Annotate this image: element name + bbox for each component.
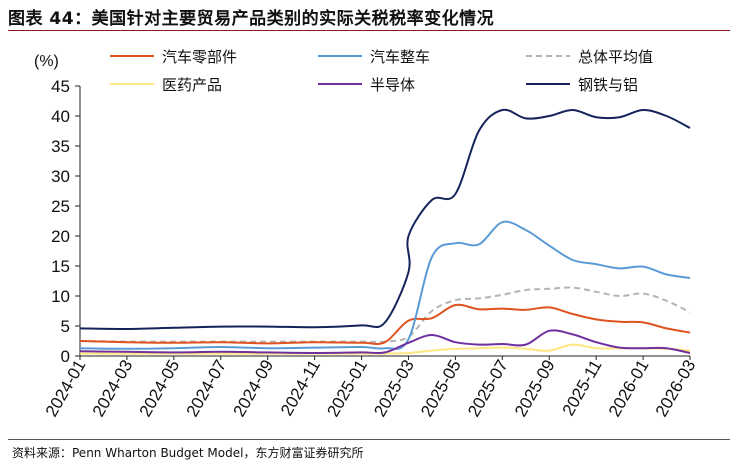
series-line-5	[79, 329, 691, 355]
y-tick-label: 40	[51, 107, 70, 126]
legend-label-5: 钢铁与铝	[578, 76, 638, 94]
source-divider	[8, 439, 730, 440]
chart-series-lines	[79, 108, 691, 355]
chart-title: 图表 44：美国针对主要贸易产品类别的实际关税税率变化情况	[8, 9, 495, 29]
y-tick-label: 10	[51, 287, 70, 306]
series-line-2	[79, 286, 691, 343]
y-tick-label: 45	[51, 77, 70, 96]
y-unit-label: (%)	[34, 53, 59, 70]
x-tick-label: 2025-07	[464, 357, 512, 421]
x-tick-label: 2024-05	[136, 357, 184, 421]
x-tick-label: 2024-11	[277, 357, 324, 419]
x-tick-label: 2026-01	[605, 357, 653, 421]
legend-label-3: 医药产品	[162, 76, 222, 94]
x-tick-label: 2024-03	[89, 357, 137, 421]
x-tick-label: 2024-01	[42, 357, 90, 421]
y-tick-label: 5	[61, 317, 70, 336]
series-line-4	[80, 343, 691, 355]
legend-label-4: 半导体	[370, 76, 415, 94]
series-line-1	[79, 220, 691, 350]
y-tick-label: 15	[51, 257, 70, 276]
y-tick-label: 35	[51, 137, 70, 156]
x-tick-label: 2026-03	[652, 357, 700, 421]
legend-label-0: 汽车零部件	[162, 48, 237, 66]
title-divider	[8, 30, 730, 31]
x-tick-label: 2025-03	[370, 357, 418, 421]
series-line-3	[79, 108, 691, 331]
source-note: 资料来源：Penn Wharton Budget Model，东方财富证券研究所	[12, 446, 364, 460]
legend-label-2: 总体平均值	[578, 48, 653, 66]
x-tick-label: 2024-07	[183, 357, 231, 421]
x-tick-label: 2025-11	[559, 357, 606, 419]
x-tick-label: 2025-05	[417, 357, 465, 421]
y-tick-label: 25	[51, 197, 70, 216]
x-tick-label: 2024-09	[230, 357, 278, 421]
series-line-0	[79, 303, 691, 346]
x-tick-label: 2025-09	[511, 357, 559, 421]
x-tick-label: 2025-01	[323, 357, 371, 421]
y-tick-label: 20	[51, 227, 70, 246]
y-tick-label: 0	[61, 347, 70, 366]
legend-label-1: 汽车整车	[370, 48, 430, 66]
y-tick-label: 30	[51, 167, 70, 186]
